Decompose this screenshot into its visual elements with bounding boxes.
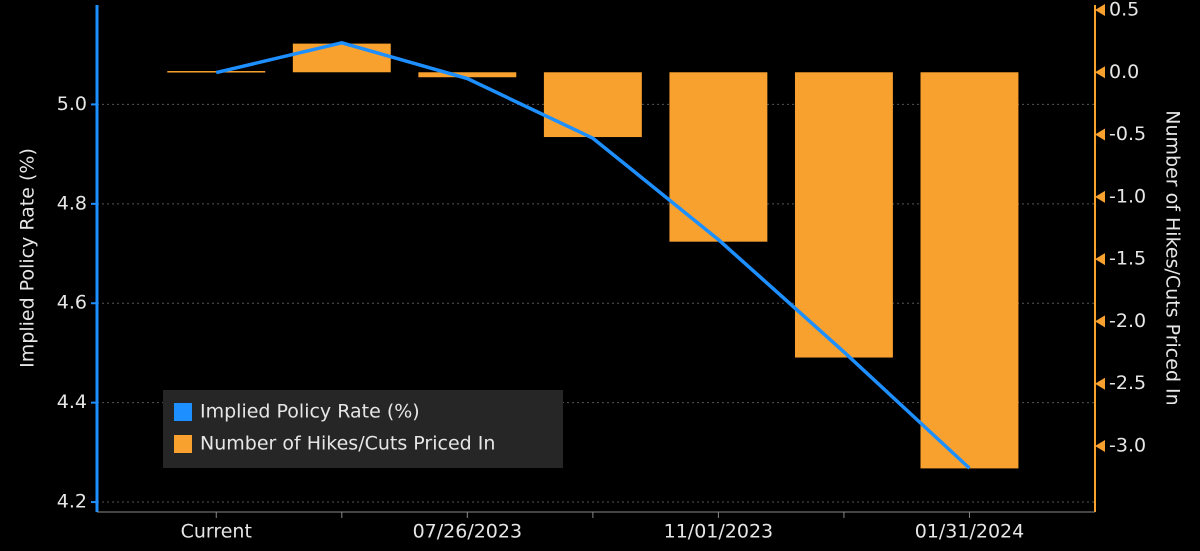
y2-tick: [1095, 190, 1105, 203]
y2-tick-label: -0.5: [1109, 123, 1146, 145]
y2-tick-label: -1.0: [1109, 185, 1146, 207]
legend-label: Number of Hikes/Cuts Priced In: [200, 433, 495, 455]
bar: [794, 72, 893, 358]
y2-tick-label: -1.5: [1109, 248, 1146, 270]
bar: [920, 72, 1019, 469]
y2-tick: [1095, 128, 1105, 141]
legend-swatch: [174, 435, 192, 453]
y2-tick-label: -2.0: [1109, 310, 1146, 332]
y2-tick: [1095, 253, 1105, 266]
y2-tick: [1095, 377, 1105, 390]
y2-tick-label: -3.0: [1109, 434, 1146, 456]
y-tick-label: 5.0: [57, 93, 87, 115]
legend-label: Implied Policy Rate (%): [200, 401, 420, 423]
y-axis-title: Implied Policy Rate (%): [17, 148, 39, 368]
bar: [292, 43, 391, 73]
x-tick-label: 01/31/2024: [915, 521, 1025, 543]
y2-tick: [1095, 66, 1105, 79]
y2-tick: [1095, 3, 1105, 16]
legend-box: [163, 390, 563, 468]
legend: Implied Policy Rate (%) Number of Hikes/C…: [163, 390, 563, 468]
y2-axis-title: Number of Hikes/Cuts Priced In: [1162, 110, 1184, 405]
bar: [418, 72, 517, 78]
y2-tick-label: 0.5: [1109, 0, 1139, 20]
bar: [669, 72, 768, 242]
y-tick-label: 4.2: [57, 491, 87, 513]
line: [215, 40, 971, 470]
x-tick-label: 07/26/2023: [413, 521, 523, 543]
y-tick-label: 4.8: [57, 192, 87, 214]
legend-swatch: [174, 403, 192, 421]
x-tick-label: 11/01/2023: [664, 521, 774, 543]
y2-tick-label: 0.0: [1109, 61, 1139, 83]
y-tick-label: 4.6: [57, 292, 87, 314]
bar: [543, 72, 642, 138]
y-tick-label: 4.4: [57, 391, 87, 413]
y2-tick-label: -2.5: [1109, 372, 1146, 394]
x-tick-label: Current: [181, 521, 252, 543]
y2-tick: [1095, 439, 1105, 452]
y2-tick: [1095, 315, 1105, 328]
